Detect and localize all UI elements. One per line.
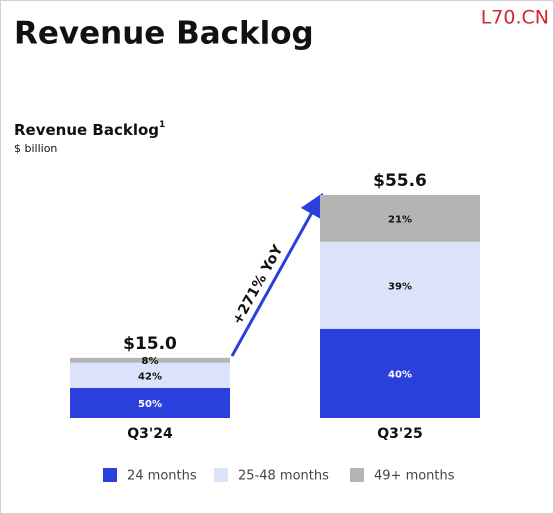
bar-segment [320,328,480,418]
segment-label: 50% [138,399,162,410]
bar-segment [70,362,230,388]
chart-title-superscript: 1 [159,120,165,130]
bar-segment [70,357,230,363]
chart-subtitle: $ billion [14,142,57,155]
legend-swatch [350,468,364,482]
segment-label: 8% [142,356,159,367]
legend-label: 49+ months [374,469,455,484]
segment-label: 40% [388,369,412,380]
x-tick-label: Q3'24 [127,426,173,442]
watermark: L70.CN [481,7,549,29]
x-tick-label: Q3'25 [377,426,422,442]
page-title: Revenue Backlog [14,16,314,52]
chart-title-text: Revenue Backlog [14,121,159,139]
legend-label: 25-48 months [238,469,329,484]
segment-label: 21% [388,214,412,225]
legend-swatch [103,468,117,482]
bar-segment [320,241,480,329]
legend-label: 24 months [127,469,197,484]
total-label: $15.0 [123,334,177,354]
legend-swatch [214,468,228,482]
segment-label: 39% [388,281,412,292]
segment-label: 42% [138,371,162,382]
total-label: $55.6 [373,171,427,191]
growth-arrow [230,192,323,357]
chart-title: Revenue Backlog1 [14,120,165,139]
bar-segment [70,387,230,418]
bar-segment [320,195,480,242]
